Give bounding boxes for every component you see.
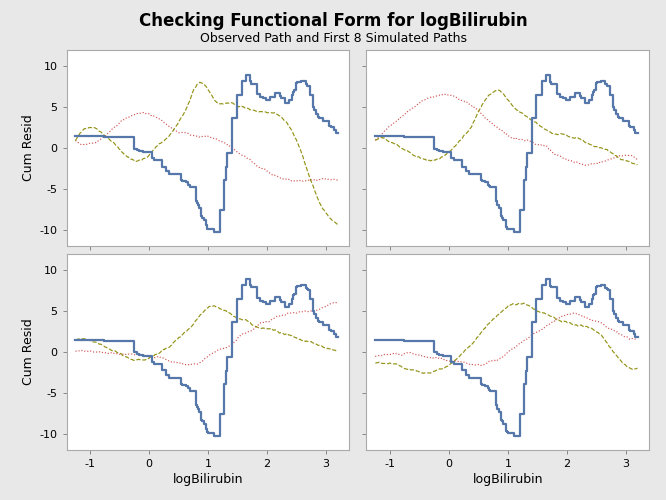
Text: Checking Functional Form for logBilirubin: Checking Functional Form for logBilirubi… <box>139 12 527 30</box>
Y-axis label: Cum Resid: Cum Resid <box>23 114 35 182</box>
X-axis label: logBilirubin: logBilirubin <box>172 473 243 486</box>
Y-axis label: Cum Resid: Cum Resid <box>23 318 35 386</box>
X-axis label: logBilirubin: logBilirubin <box>473 473 543 486</box>
Text: Observed Path and First 8 Simulated Paths: Observed Path and First 8 Simulated Path… <box>200 32 466 46</box>
